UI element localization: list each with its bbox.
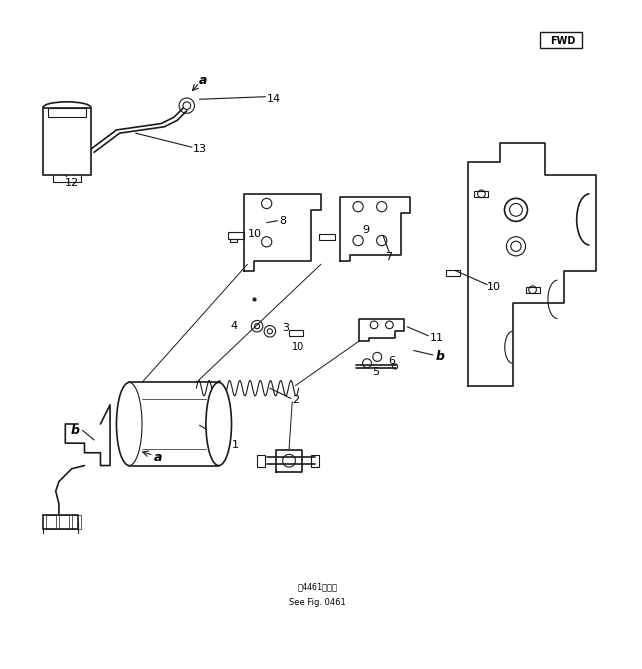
Bar [319,233,335,240]
Text: 14: 14 [266,94,281,104]
Text: a: a [154,451,162,464]
Bar [72,515,82,529]
Text: 10: 10 [487,282,501,292]
Text: b: b [71,424,80,437]
Text: 11: 11 [429,332,444,343]
Ellipse shape [206,383,232,466]
Bar [474,191,489,197]
Text: 10: 10 [247,229,261,239]
Bar [48,108,86,117]
Bar [43,515,78,529]
Bar [46,515,56,529]
Bar [526,286,540,293]
Text: 10: 10 [292,342,304,352]
Text: 12: 12 [65,178,79,188]
Text: 6: 6 [388,357,395,367]
Bar [257,456,265,467]
Bar [43,108,91,175]
Bar [229,232,245,239]
Text: 5: 5 [372,367,379,377]
Text: 13: 13 [193,144,207,154]
FancyBboxPatch shape [541,31,582,48]
Text: a: a [198,74,207,86]
Text: 4: 4 [230,321,238,331]
Bar [59,515,69,529]
Bar [289,330,303,336]
Bar [446,270,460,276]
Text: 第4461图参照: 第4461图参照 [298,583,338,591]
Text: 9: 9 [363,225,370,235]
Text: 1: 1 [232,440,239,450]
Text: b: b [436,351,445,363]
Bar [311,456,319,467]
Bar [230,239,237,242]
Text: FWD: FWD [550,36,575,46]
Text: 2: 2 [292,395,299,405]
Text: See Fig. 0461: See Fig. 0461 [290,599,346,607]
Text: 8: 8 [279,215,286,225]
Text: 3: 3 [282,323,290,333]
Text: 7: 7 [385,252,392,262]
